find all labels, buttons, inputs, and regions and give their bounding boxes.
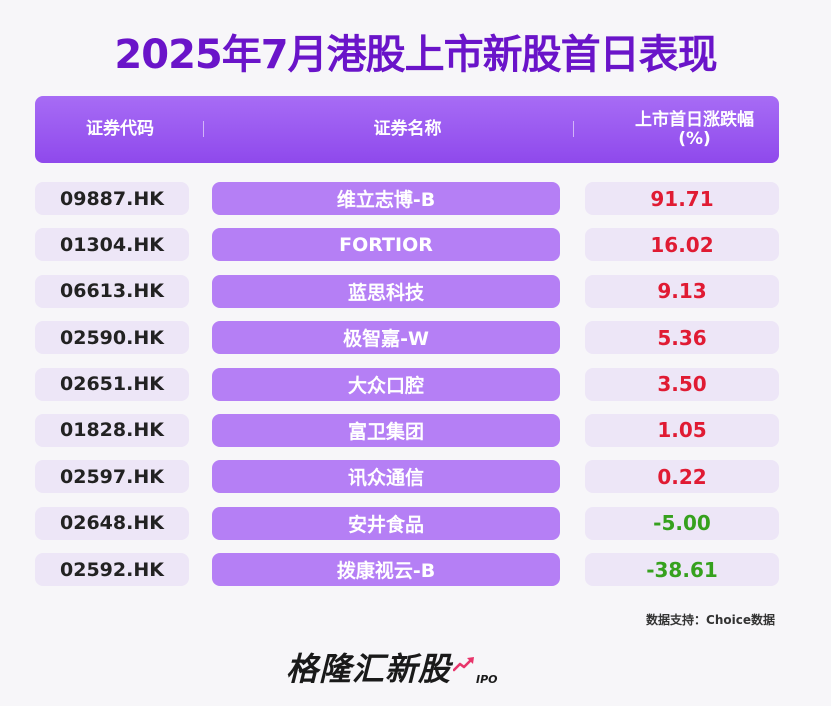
stock-name: 维立志博-B [212,182,560,215]
stock-name: 大众口腔 [212,367,560,401]
data-source-note: 数据支持：Choice数据 [646,613,775,627]
header-name: 证券名称 [373,119,442,139]
brand-logo: 格隆汇新股 IPO [286,644,498,690]
table-row: 09887.HK 维立志博-B 91.71 [35,182,779,215]
stock-name: 富卫集团 [212,413,560,447]
stock-code: 02648.HK [35,506,189,540]
stock-code: 01828.HK [35,413,189,447]
header-divider [573,121,574,137]
header-change-label: 上市首日涨跌幅 [635,109,754,130]
table-row: 01304.HK FORTIOR 16.02 [35,228,779,262]
stock-name: 蓝思科技 [212,274,560,308]
table-row: 06613.HK 蓝思科技 9.13 [35,274,779,308]
stock-code: 02590.HK [35,321,189,355]
stock-name: 安井食品 [212,506,560,540]
table-row: 02648.HK 安井食品 -5.00 [35,506,779,540]
header-divider [203,121,204,137]
stock-code: 06613.HK [35,274,189,308]
first-day-change: 3.50 [585,367,779,401]
page-title: 2025年7月港股上市新股首日表现 [114,32,717,78]
logo-text: 格隆汇新股 [286,650,452,688]
header-change: 上市首日涨跌幅 (%) [610,96,779,163]
rising-arrow-icon [452,656,475,676]
table-row: 02597.HK 讯众通信 0.22 [35,460,779,494]
table-row: 02592.HK 拨康视云-B -38.61 [35,553,779,587]
table-row: 01828.HK 富卫集团 1.05 [35,413,779,447]
first-day-change: 16.02 [585,228,779,262]
first-day-change: 5.36 [585,321,779,355]
table-header: 证券代码 证券名称 上市首日涨跌幅 (%) [35,96,779,163]
first-day-change: -38.61 [585,553,779,587]
logo-suffix: IPO [476,673,498,686]
stock-name: 讯众通信 [212,460,560,494]
first-day-change: 0.22 [585,460,779,494]
stock-code: 02651.HK [35,367,189,401]
stock-name: 极智嘉-W [212,321,560,355]
stock-code: 09887.HK [35,182,189,215]
header-code: 证券代码 [86,119,154,139]
stock-name: FORTIOR [212,228,560,262]
table-body: 09887.HK 维立志博-B 91.71 01304.HK FORTIOR 1… [35,182,779,600]
first-day-change: 91.71 [585,182,779,215]
first-day-change: 1.05 [585,413,779,447]
stock-code: 02592.HK [35,553,189,587]
stock-code: 02597.HK [35,460,189,494]
stock-code: 01304.HK [35,228,189,262]
stock-name: 拨康视云-B [212,553,560,587]
table-row: 02651.HK 大众口腔 3.50 [35,367,779,401]
table-row: 02590.HK 极智嘉-W 5.36 [35,321,779,355]
first-day-change: 9.13 [585,274,779,308]
first-day-change: -5.00 [585,506,779,540]
header-change-unit: (%) [678,128,711,149]
